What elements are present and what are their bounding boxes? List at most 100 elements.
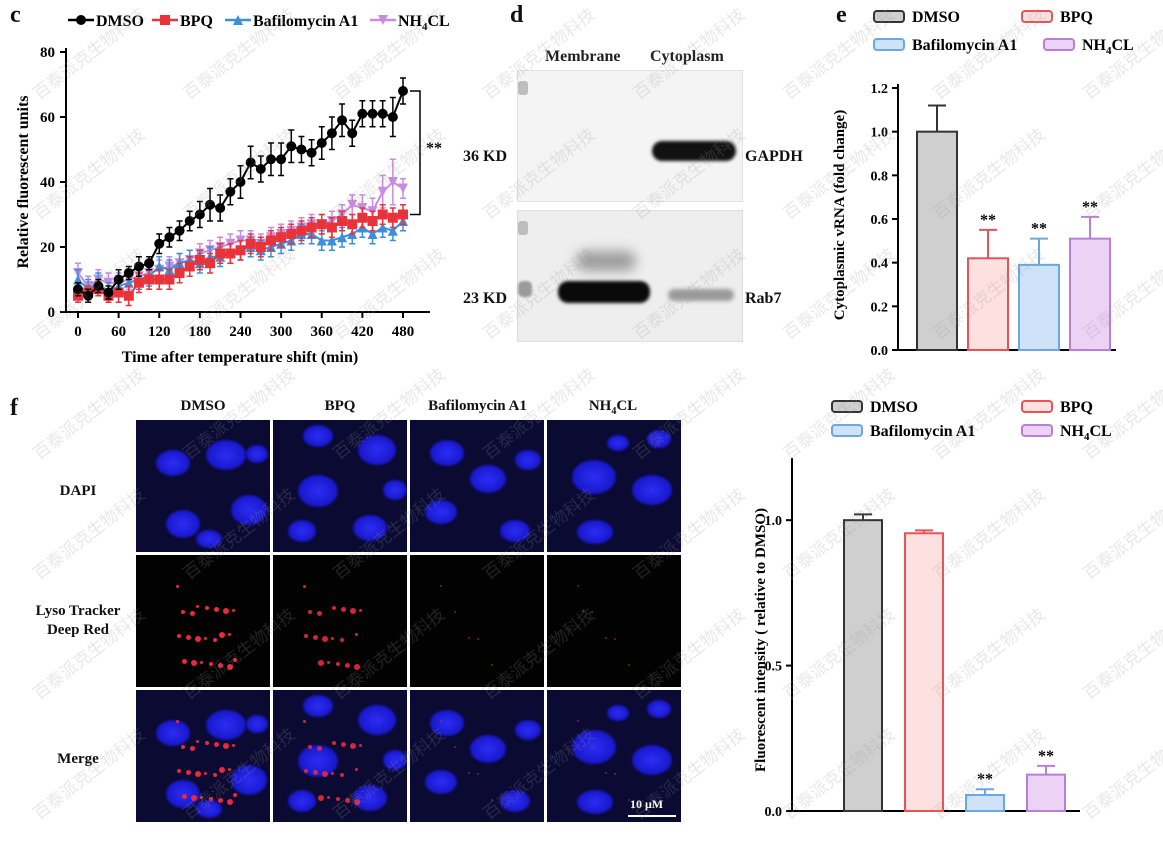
band-label-rab7: Rab7 — [745, 290, 782, 307]
lysosome-puncta — [176, 720, 179, 723]
lysosome-puncta — [200, 661, 203, 664]
lysosome-puncta — [331, 637, 334, 640]
lysosome-puncta — [318, 660, 324, 666]
legend-marker — [378, 15, 388, 25]
data-point — [377, 108, 388, 119]
nucleus — [246, 715, 268, 733]
micrograph-cell — [273, 690, 407, 822]
microscopy-grid — [136, 420, 681, 825]
data-point — [367, 108, 378, 119]
data-point — [398, 86, 408, 96]
y-axis-label: Cytoplasmic vRNA (fold change) — [832, 110, 848, 320]
nucleus — [577, 790, 613, 814]
lysosome-puncta — [628, 799, 630, 801]
lysosome-puncta — [223, 743, 229, 749]
x-tick-label: 180 — [189, 324, 212, 340]
lysosome-puncta — [303, 585, 306, 588]
lysosome-puncta — [491, 799, 493, 801]
lysosome-puncta — [308, 745, 312, 749]
lysosome-puncta — [354, 799, 360, 805]
lysosome-puncta — [186, 770, 191, 775]
lysosome-puncta — [219, 632, 225, 638]
micrograph-cell — [547, 555, 681, 687]
x-tick-label: 300 — [270, 324, 293, 340]
bar-dmso — [843, 519, 883, 813]
nucleus — [156, 720, 190, 746]
nucleus — [196, 530, 222, 548]
lysosome-puncta — [359, 744, 362, 747]
lysosome-puncta — [218, 663, 223, 668]
bar-chart-e: 0.0 0.2 0.4 0.6 0.8 1.0 1.2 Cytoplasmic vRNA (f… — [832, 9, 1134, 359]
band-gapdh-cytoplasm — [652, 141, 736, 161]
data-point — [387, 112, 398, 122]
lysosome-puncta — [354, 664, 360, 670]
blot-col-membrane: Membrane — [545, 48, 621, 65]
data-point — [316, 219, 327, 230]
lysosome-puncta — [582, 745, 584, 747]
band-smear — [576, 251, 636, 271]
lysosome-puncta — [359, 609, 362, 612]
lysosome-puncta — [205, 606, 209, 610]
lysosome-puncta — [308, 610, 312, 614]
micrograph-cell — [547, 420, 681, 552]
data-point — [316, 138, 327, 148]
lysosome-puncta — [605, 772, 607, 774]
lysosome-puncta — [303, 720, 306, 723]
mw-marker-36: 36 KD — [463, 148, 507, 165]
blot-membrane-bottom — [517, 210, 743, 342]
y-tick-label: 0.5 — [765, 660, 783, 675]
lysosome-puncta — [614, 773, 616, 775]
panel-letter-f: f — [10, 395, 18, 421]
legend-swatch-bpq — [1021, 10, 1053, 23]
y-tick-label: 0.6 — [871, 213, 889, 228]
band-rab7-cytoplasm — [668, 289, 734, 301]
x-tick-label: 60 — [111, 324, 126, 340]
lysosome-puncta — [190, 746, 195, 751]
data-point — [398, 183, 408, 194]
nucleus — [303, 695, 333, 717]
x-axis-label: Time after temperature shift (min) — [122, 349, 358, 366]
legend-label-nh4: NH4CL — [1060, 423, 1112, 443]
micrograph-cell — [136, 420, 270, 552]
nucleus — [358, 435, 396, 465]
blot-col-cytoplasm: Cytoplasm — [650, 48, 724, 65]
nucleus — [206, 440, 246, 470]
data-point — [276, 154, 287, 165]
y-tick-label: 0 — [48, 305, 56, 321]
data-point — [367, 216, 378, 226]
nucleus — [470, 735, 506, 763]
legend-marker — [160, 15, 170, 25]
data-point — [103, 287, 114, 298]
lysosome-puncta — [454, 611, 456, 613]
y-tick-label: 1.2 — [871, 82, 889, 97]
data-point — [286, 141, 297, 152]
y-axis-label: Relative fluorescent units — [15, 95, 32, 268]
lysosome-puncta — [591, 611, 593, 613]
data-point — [316, 235, 327, 246]
lysosome-puncta — [196, 605, 199, 608]
nucleus — [515, 450, 541, 470]
lysosome-puncta — [605, 637, 607, 639]
lysosome-puncta — [454, 746, 456, 748]
legend-swatch-bpq — [1021, 400, 1053, 413]
nucleus — [166, 510, 200, 538]
micrograph-cell — [547, 690, 681, 822]
lysosome-puncta — [195, 771, 201, 777]
y-tick-label: 1.0 — [765, 514, 783, 529]
lysosome-puncta — [317, 611, 322, 616]
nucleus — [647, 700, 671, 718]
lysosome-puncta — [341, 607, 346, 612]
micrograph-cell — [136, 690, 270, 822]
lysosome-puncta — [582, 610, 584, 612]
data-point — [337, 216, 348, 226]
lysosome-puncta — [186, 635, 191, 640]
lysosome-puncta — [191, 660, 197, 666]
lysosome-puncta — [440, 585, 442, 587]
lysosome-puncta — [322, 636, 328, 642]
data-point — [398, 209, 408, 220]
lysosome-puncta — [200, 796, 203, 799]
data-point — [235, 177, 246, 187]
nucleus — [353, 515, 387, 541]
lysosome-puncta — [331, 772, 334, 775]
data-point — [174, 268, 185, 278]
